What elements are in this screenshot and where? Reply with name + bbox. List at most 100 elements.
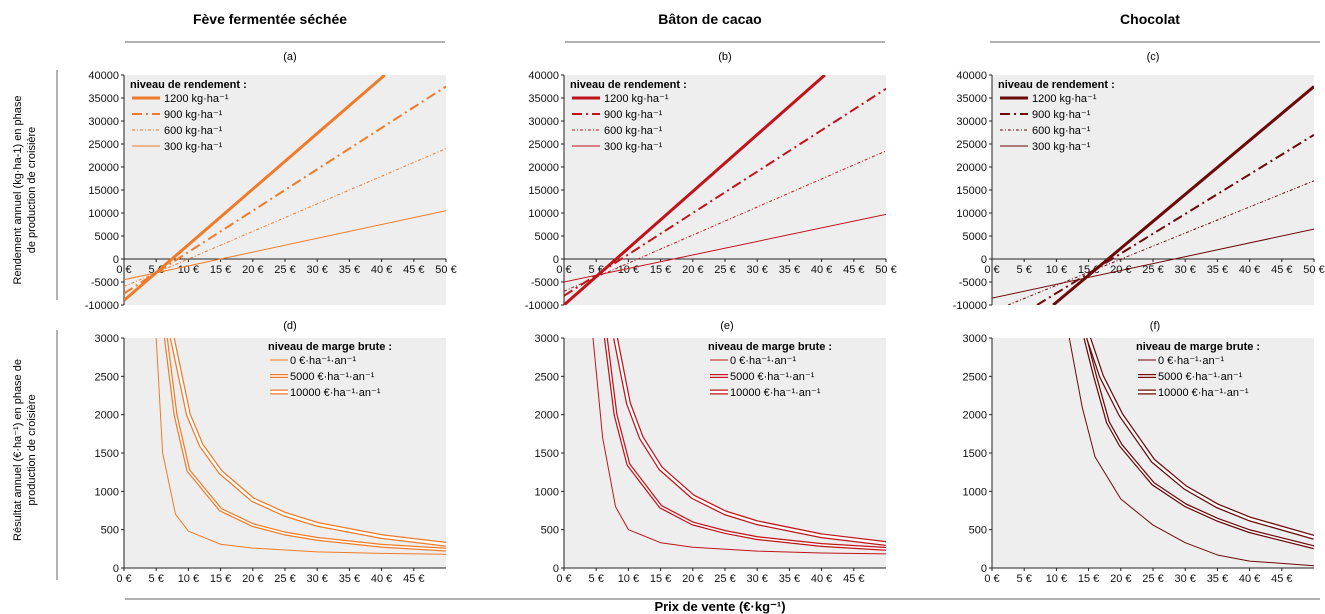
legend-label: 600 kg·ha⁻¹ — [1032, 125, 1091, 137]
x-tick-label: 5 € — [149, 573, 164, 585]
y-tick-label: 35000 — [88, 93, 119, 105]
panel-letter: (a) — [283, 51, 296, 63]
x-tick-label: 25 € — [1142, 573, 1163, 585]
legend-label: 10000 €·ha⁻¹·an⁻¹ — [1158, 387, 1249, 399]
x-tick-label: 20 € — [242, 264, 263, 276]
y-tick-label: 20000 — [528, 162, 559, 174]
x-tick-label: 35 € — [779, 264, 800, 276]
series-line-inner-1 — [605, 338, 886, 550]
series-line-1 — [124, 85, 446, 295]
y-tick-label: -5000 — [91, 277, 119, 289]
y-tick-label: 40000 — [956, 70, 987, 82]
series-line-2 — [1007, 180, 1314, 305]
x-tick-label: 15 € — [210, 573, 231, 585]
y-tick-label: -5000 — [959, 277, 987, 289]
x-tick-label: 5 € — [1017, 573, 1032, 585]
y-tick-label: 20000 — [956, 162, 987, 174]
x-tick-label: 35 € — [339, 264, 360, 276]
x-tick-label: 40 € — [371, 264, 392, 276]
x-tick-label: 35 € — [339, 573, 360, 585]
legend-title: niveau de rendement : — [998, 79, 1115, 91]
x-tick-label: 20 € — [242, 573, 263, 585]
x-tick-label: 35 € — [1207, 264, 1228, 276]
y-tick-label: -10000 — [525, 300, 559, 312]
x-tick-label: 10 € — [618, 573, 639, 585]
panel-letter: (c) — [1147, 51, 1160, 63]
x-tick-label: 0 € — [116, 264, 131, 276]
series-line-inner-1 — [165, 338, 446, 551]
legend-label: 5000 €·ha⁻¹·an⁻¹ — [1158, 371, 1243, 383]
legend-title: niveau de marge brute : — [708, 341, 832, 353]
panel-e: (e) 0 500 1000 1500 2000 2500 3000 0 € 5 € 10 € 15 … — [535, 320, 886, 585]
y-tick-label: -10000 — [953, 300, 987, 312]
legend-label: 0 €·ha⁻¹·an⁻¹ — [1158, 355, 1224, 367]
y-tick-label: 40000 — [88, 70, 119, 82]
series-line-1 — [564, 87, 886, 297]
legend-title: niveau de marge brute : — [268, 341, 392, 353]
series-line-0 — [564, 75, 826, 305]
x-tick-label: 0 € — [984, 573, 999, 585]
panel-letter: (f) — [1150, 320, 1160, 332]
series-line-inner-2 — [614, 338, 886, 545]
panels-group: (a)-10000-500005000100001500020000250003… — [85, 51, 1325, 585]
panel-letter: (b) — [718, 51, 731, 63]
x-tick-label: 45 € — [843, 264, 864, 276]
y-tick-label: 5000 — [963, 231, 987, 243]
x-tick-label: 25 € — [274, 264, 295, 276]
series-line-0 — [155, 338, 446, 555]
series-line-1 — [1036, 133, 1314, 305]
y-tick-label: 2000 — [535, 410, 559, 422]
y-tick-label: 30000 — [956, 116, 987, 128]
x-tick-label: 30 € — [306, 573, 327, 585]
series-line-0 — [124, 75, 386, 302]
plot-area — [564, 75, 886, 305]
x-tick-label: 15 € — [1078, 573, 1099, 585]
y-tick-label: 35000 — [528, 93, 559, 105]
x-tick-label: 50 € — [875, 264, 896, 276]
row2-ylabel-line2: production de croisière — [26, 394, 38, 505]
legend-label: 1200 kg·ha⁻¹ — [604, 93, 669, 105]
x-tick-label: 25 € — [274, 573, 295, 585]
series-line-3 — [992, 228, 1314, 299]
y-tick-label: 15000 — [88, 185, 119, 197]
x-tick-label: 20 € — [682, 573, 703, 585]
series-line-0 — [1068, 338, 1314, 567]
legend-title: niveau de rendement : — [570, 79, 687, 91]
x-tick-label: 45 € — [403, 573, 424, 585]
legend-label: 5000 €·ha⁻¹·an⁻¹ — [730, 371, 815, 383]
panel-a: (a) -10000 -5000 0 5000 10000 15000 20000 25000 3… — [85, 51, 457, 312]
x-tick-label: 5 € — [1017, 264, 1032, 276]
y-tick-label: 3000 — [963, 333, 987, 345]
y-tick-label: 30000 — [88, 116, 119, 128]
y-tick-label: 25000 — [528, 139, 559, 151]
x-tick-label: 30 € — [746, 573, 767, 585]
y-tick-label: 1000 — [963, 486, 987, 498]
y-tick-label: 500 — [101, 525, 119, 537]
x-tick-label: 5 € — [589, 573, 604, 585]
y-tick-label: 25000 — [956, 139, 987, 151]
xlabel: Prix de vente (€·kg⁻¹) — [654, 599, 785, 614]
x-tick-label: 20 € — [682, 264, 703, 276]
y-tick-label: 2500 — [95, 371, 119, 383]
x-tick-label: 35 € — [1207, 573, 1228, 585]
plot-area — [124, 75, 446, 305]
legend-label: 0 €·ha⁻¹·an⁻¹ — [290, 355, 356, 367]
x-tick-label: 15 € — [650, 573, 671, 585]
y-tick-label: 2500 — [535, 371, 559, 383]
x-tick-label: 40 € — [811, 573, 832, 585]
y-tick-label: 10000 — [528, 208, 559, 220]
column-title-3: Chocolat — [1120, 11, 1180, 27]
y-tick-label: 3000 — [95, 333, 119, 345]
legend-label: 300 kg·ha⁻¹ — [604, 141, 663, 153]
x-tick-label: 0 € — [116, 573, 131, 585]
series-line-inner-2 — [171, 338, 446, 546]
legend-label: 0 €·ha⁻¹·an⁻¹ — [730, 355, 796, 367]
legend-label: 900 kg·ha⁻¹ — [604, 109, 663, 121]
panel-letter: (e) — [720, 320, 733, 332]
x-tick-label: 30 € — [306, 264, 327, 276]
x-tick-label: 35 € — [779, 573, 800, 585]
y-tick-label: 5000 — [95, 231, 119, 243]
x-tick-label: 10 € — [1046, 573, 1067, 585]
y-tick-label: 30000 — [528, 116, 559, 128]
series-line-inner-2 — [1087, 338, 1314, 539]
